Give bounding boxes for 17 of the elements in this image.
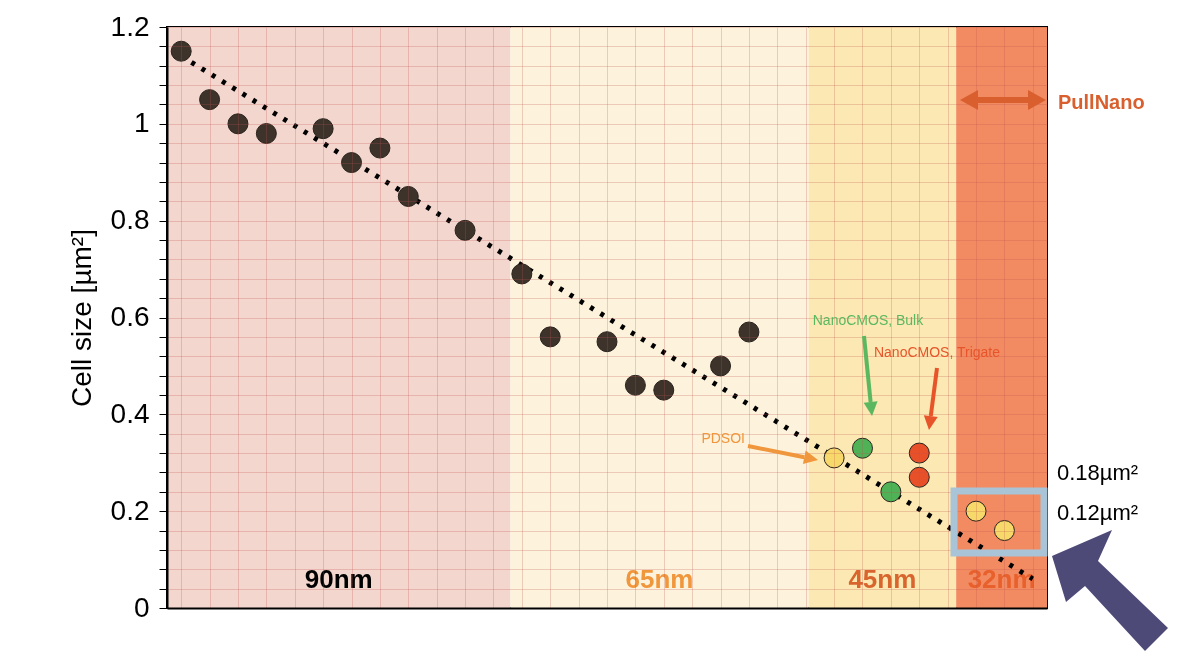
text: 0.12µm² — [1057, 500, 1139, 525]
y-tick-label: 0.2 — [110, 494, 150, 526]
y-tick-label: 0.8 — [110, 204, 150, 236]
annotation: 45nm — [848, 564, 917, 594]
annotation: PDSOI — [701, 430, 745, 446]
text: PullNano — [1058, 91, 1145, 113]
annotation: 90nm — [304, 564, 373, 594]
y-tick-label: 1.2 — [110, 10, 150, 42]
annotation: NanoCMOS, Bulk — [812, 312, 925, 328]
y-tick-label: 1 — [133, 107, 150, 139]
y-axis-title: Cell size [µm²] — [65, 229, 97, 407]
annotation: NanoCMOS, Trigate — [873, 344, 1001, 360]
y-tick-label: 0.6 — [110, 301, 150, 332]
annotation: 65nm — [625, 564, 694, 594]
text: 0.18µm² — [1057, 460, 1139, 485]
y-tick-label: 0 — [133, 591, 150, 623]
y-tick-label: 0.4 — [110, 397, 150, 429]
